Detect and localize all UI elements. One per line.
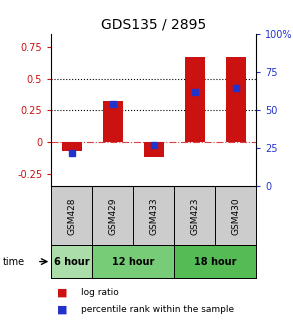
Text: percentile rank within the sample: percentile rank within the sample bbox=[81, 305, 234, 314]
Text: GSM430: GSM430 bbox=[231, 197, 240, 235]
Text: GSM433: GSM433 bbox=[149, 197, 158, 235]
Text: GSM428: GSM428 bbox=[67, 197, 76, 234]
Bar bbox=[62, 142, 82, 151]
Text: 12 hour: 12 hour bbox=[112, 257, 154, 267]
Bar bbox=[144, 142, 164, 157]
Bar bbox=[51, 245, 92, 278]
Text: 6 hour: 6 hour bbox=[54, 257, 90, 267]
Bar bbox=[226, 57, 246, 142]
Bar bbox=[185, 57, 205, 142]
Text: GSM423: GSM423 bbox=[190, 197, 199, 234]
Text: ■: ■ bbox=[57, 287, 68, 297]
Text: GSM429: GSM429 bbox=[108, 197, 117, 234]
Bar bbox=[174, 245, 256, 278]
Title: GDS135 / 2895: GDS135 / 2895 bbox=[101, 18, 207, 32]
Bar bbox=[103, 101, 123, 142]
Text: 18 hour: 18 hour bbox=[194, 257, 237, 267]
Text: time: time bbox=[3, 257, 25, 267]
Text: log ratio: log ratio bbox=[81, 288, 118, 297]
Text: ■: ■ bbox=[57, 304, 68, 315]
Bar bbox=[92, 245, 174, 278]
